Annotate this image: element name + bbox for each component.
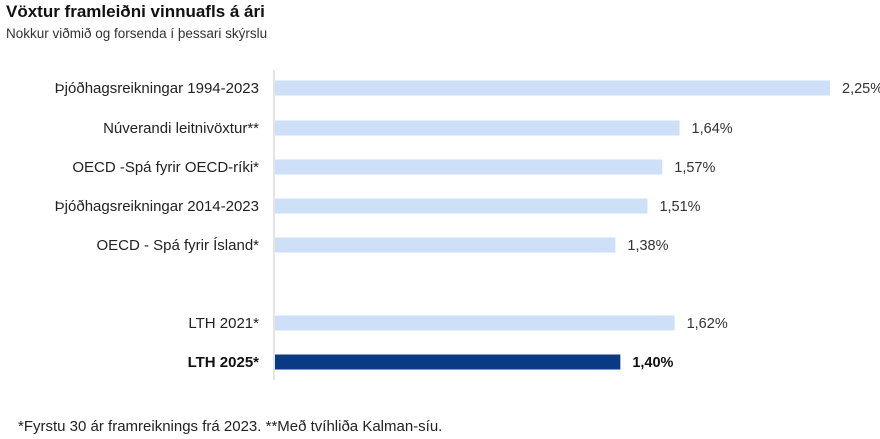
bar-6 xyxy=(275,354,621,370)
data-label: 1,38% xyxy=(627,238,668,254)
category-label: Núverandi leitnivöxtur** xyxy=(103,120,259,137)
category-label: Þjóðhagsreikningar 1994-2023 xyxy=(55,80,259,97)
category-label: LTH 2021* xyxy=(188,315,259,332)
category-label: OECD -Spá fyrir OECD-ríki* xyxy=(72,159,259,176)
footnote: *Fyrstu 30 ár framreiknings frá 2023. **… xyxy=(18,418,443,435)
data-label: 1,62% xyxy=(687,316,728,332)
bar-chart: Þjóðhagsreikningar 1994-2023 2,25% Núveran… xyxy=(55,70,880,380)
data-label: 1,51% xyxy=(659,199,700,215)
data-label: 1,57% xyxy=(674,160,715,176)
data-label: 1,64% xyxy=(692,121,733,137)
bar-5 xyxy=(275,315,675,331)
data-label: 2,25% xyxy=(842,81,880,97)
bar-3 xyxy=(275,198,648,214)
category-label: Þjóðhagsreikningar 2014-2023 xyxy=(55,198,259,215)
bar-4 xyxy=(275,237,616,253)
data-label: 1,40% xyxy=(632,355,673,371)
category-label: LTH 2025* xyxy=(188,354,260,371)
category-label: OECD - Spá fyrir Ísland* xyxy=(96,237,259,254)
bar-2 xyxy=(275,159,663,175)
chart-title: Vöxtur framleiðni vinnuafls á ári xyxy=(6,2,265,21)
bar-1 xyxy=(275,120,680,136)
bar-0 xyxy=(275,80,830,96)
chart-subtitle: Nokkur viðmið og forsenda í þessari skýr… xyxy=(6,26,268,41)
